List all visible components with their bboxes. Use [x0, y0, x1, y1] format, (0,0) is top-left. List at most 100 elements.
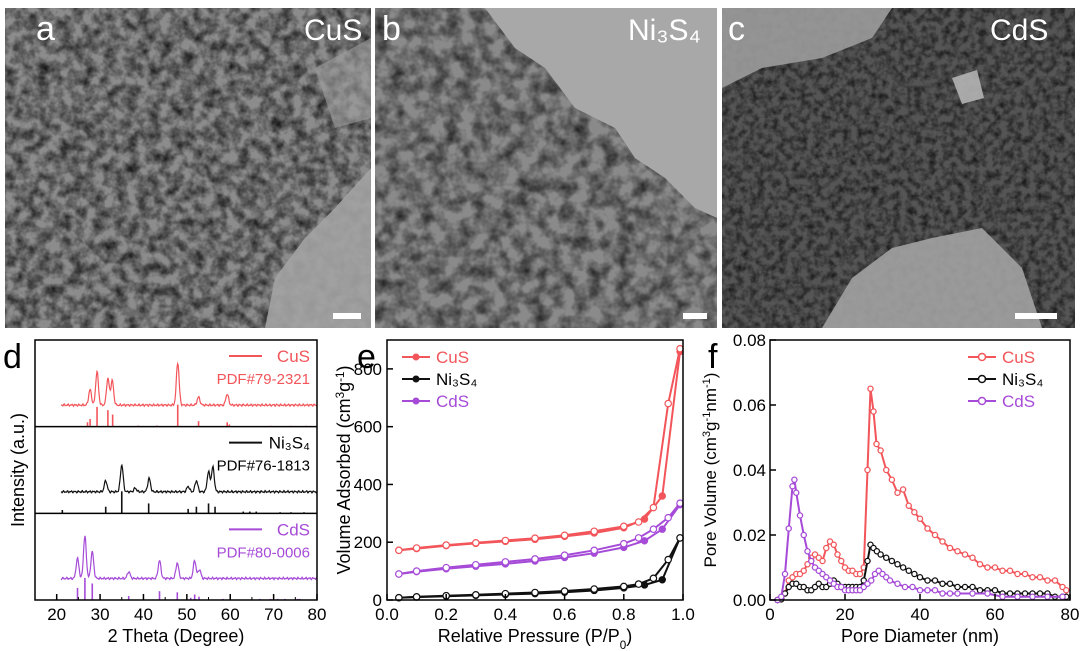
pore-point — [976, 561, 984, 568]
pore-point — [939, 590, 946, 597]
pore-point — [1063, 587, 1070, 594]
isotherm-point — [501, 558, 510, 566]
pore-y-tick-label: 0.08 — [733, 331, 766, 350]
pore-point — [834, 551, 841, 558]
isotherm-point — [560, 551, 569, 560]
pore-point — [1021, 590, 1029, 597]
isotherm-point — [471, 590, 480, 599]
pore-point — [916, 515, 924, 523]
pore-point — [1029, 593, 1036, 601]
isotherm-point — [658, 525, 666, 533]
pore-point — [1036, 574, 1044, 581]
tem-label-cus: CuS — [304, 14, 363, 47]
isotherm-point — [471, 538, 480, 547]
isotherm-point — [560, 587, 569, 595]
pore-point — [785, 525, 793, 532]
isotherm-x-tick-label: 0.6 — [553, 605, 577, 624]
isotherm-point — [442, 541, 451, 549]
isotherm-point — [664, 513, 673, 522]
isotherm-point — [412, 567, 421, 575]
pore-point — [888, 476, 896, 483]
isotherm-point — [531, 555, 539, 563]
xrd-x-tick-label: 50 — [177, 605, 196, 624]
pore-x-axis-label: Pore Diameter (nm) — [841, 626, 999, 646]
pore-point — [991, 587, 999, 594]
pore-y-tick-label: 0.04 — [733, 461, 766, 480]
pore-point — [916, 587, 924, 594]
pore-point — [856, 570, 864, 578]
pore-point — [984, 564, 991, 571]
tem-texture-ni3s4 — [375, 8, 717, 328]
isotherm-y-axis-label: Volume Adsorbed (cm3g-1) — [334, 365, 355, 574]
panel-letter-e: e — [357, 338, 376, 376]
isotherm-point — [395, 570, 403, 578]
isotherm-point — [501, 536, 510, 545]
pore-legend-label-0: CuS — [1002, 348, 1035, 367]
pore-point — [819, 557, 826, 565]
pore-point — [999, 567, 1006, 575]
pore-point — [894, 561, 901, 568]
pore-point — [961, 551, 969, 558]
scale-bar-b — [683, 313, 707, 319]
pore-legend-label-1: Ni₃S₄ — [1002, 370, 1043, 389]
pore-point — [823, 544, 830, 552]
isotherm-legend-label-0: CuS — [436, 348, 469, 367]
pore-point — [916, 574, 924, 581]
pore-point — [911, 508, 918, 516]
pore-point — [1014, 593, 1021, 601]
pore-point — [873, 440, 880, 448]
xrd-x-axis-label: 2 Theta (Degree) — [108, 626, 245, 646]
pore-point — [999, 593, 1006, 601]
isotherm-point — [649, 525, 658, 534]
pore-point — [800, 531, 808, 539]
panel-letter-c: c — [728, 10, 745, 48]
tem-image-cds — [722, 8, 1075, 328]
pore-point — [778, 593, 785, 601]
pore-point — [931, 531, 939, 539]
panel-letter-d: d — [3, 338, 22, 376]
pore-point — [1044, 593, 1051, 601]
xrd-ref-card-1: PDF#76-1813 — [217, 458, 310, 475]
pore-point — [800, 567, 808, 575]
isotherm-point — [442, 563, 451, 572]
tem-texture-cus — [5, 8, 371, 328]
isotherm-point — [649, 574, 658, 583]
pore-point — [946, 544, 954, 552]
pore-point — [984, 590, 991, 597]
pore-point — [868, 577, 875, 584]
pore-point — [877, 551, 884, 558]
isotherm-point — [658, 576, 666, 584]
isotherm-frame — [386, 339, 684, 601]
isotherm-x-tick-label: 0.2 — [434, 605, 458, 624]
pore-point — [867, 385, 874, 392]
isotherm-point — [619, 522, 628, 531]
pore-point — [1006, 590, 1014, 597]
tem-label-ni3s4: Ni₃S₄ — [628, 14, 701, 47]
pore-point — [976, 587, 984, 594]
pore-point — [789, 482, 796, 490]
isotherm-point — [634, 518, 643, 526]
isotherm-x-tick-label: 1.0 — [671, 605, 695, 624]
xrd-x-tick-label: 70 — [264, 605, 283, 624]
isotherm-y-tick-label: 0 — [373, 591, 382, 610]
xrd-x-tick-label: 20 — [47, 605, 66, 624]
pore-point — [924, 577, 931, 584]
pore-point — [1059, 593, 1066, 601]
pore-legend-marker-1 — [977, 374, 987, 384]
pore-y-tick-label: 0.06 — [733, 396, 766, 415]
pore-point — [939, 538, 946, 545]
pore-point — [838, 557, 845, 565]
pore-point — [894, 489, 901, 496]
isotherm-x-axis-label: Relative Pressure (P/P0) — [438, 626, 633, 651]
isotherm-point — [395, 546, 403, 555]
isotherm-point — [590, 585, 599, 593]
pore-point — [793, 489, 800, 496]
scale-bar-c — [1015, 313, 1057, 319]
pore-x-tick-label: 20 — [836, 605, 855, 624]
pore-legend-marker-0 — [977, 352, 987, 362]
pore-point — [888, 557, 896, 565]
pore-legend-marker-2 — [977, 396, 987, 406]
pore-x-tick-label: 60 — [986, 605, 1005, 624]
pore-point — [954, 548, 961, 555]
isotherm-legend-marker-1 — [412, 375, 420, 383]
